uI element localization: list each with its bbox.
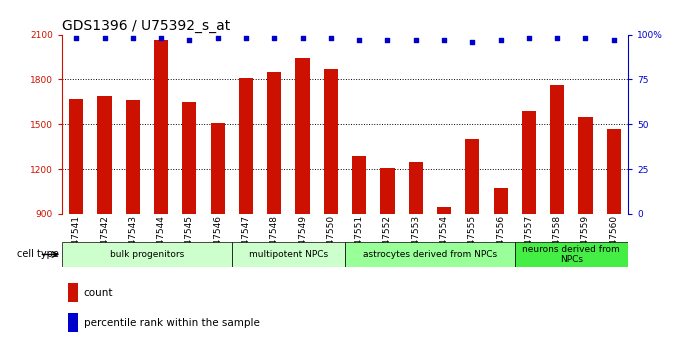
Bar [345,241,515,267]
Bar [437,207,451,214]
Bar [239,78,253,214]
Point [580,35,591,41]
Bar [380,168,395,214]
Bar [515,241,628,267]
Point [99,35,110,41]
Point [466,39,477,45]
Bar [493,188,508,214]
Bar [210,123,225,214]
Bar [126,100,140,214]
Bar [352,156,366,214]
Text: multipotent NPCs: multipotent NPCs [249,250,328,259]
Bar [68,284,78,302]
Bar [154,40,168,214]
Bar [62,241,232,267]
Text: percentile rank within the sample: percentile rank within the sample [83,318,259,327]
Text: count: count [83,288,113,298]
Point [609,37,620,43]
Bar [182,102,197,214]
Bar [408,161,423,214]
Bar [295,58,310,214]
Bar [68,313,78,332]
Point [325,35,336,41]
Point [382,37,393,43]
Point [156,35,167,41]
Point [353,37,364,43]
Text: bulk progenitors: bulk progenitors [110,250,184,259]
Bar [522,111,536,214]
Bar [550,85,564,214]
Bar [232,241,345,267]
Point [268,35,280,41]
Point [241,35,252,41]
Point [439,37,450,43]
Text: astrocytes derived from NPCs: astrocytes derived from NPCs [363,250,497,259]
Bar [465,139,480,214]
Point [213,35,224,41]
Point [297,35,308,41]
Bar [69,99,83,214]
Bar [578,117,593,214]
Bar [97,96,112,214]
Point [127,35,138,41]
Text: neurons derived from
NPCs: neurons derived from NPCs [522,245,620,264]
Point [495,37,506,43]
Text: GDS1396 / U75392_s_at: GDS1396 / U75392_s_at [62,19,230,33]
Point [552,35,563,41]
Text: cell type: cell type [17,249,59,259]
Point [523,35,534,41]
Point [184,37,195,43]
Bar [324,69,338,214]
Point [70,35,81,41]
Bar [607,129,621,214]
Bar [267,72,282,214]
Point [410,37,421,43]
